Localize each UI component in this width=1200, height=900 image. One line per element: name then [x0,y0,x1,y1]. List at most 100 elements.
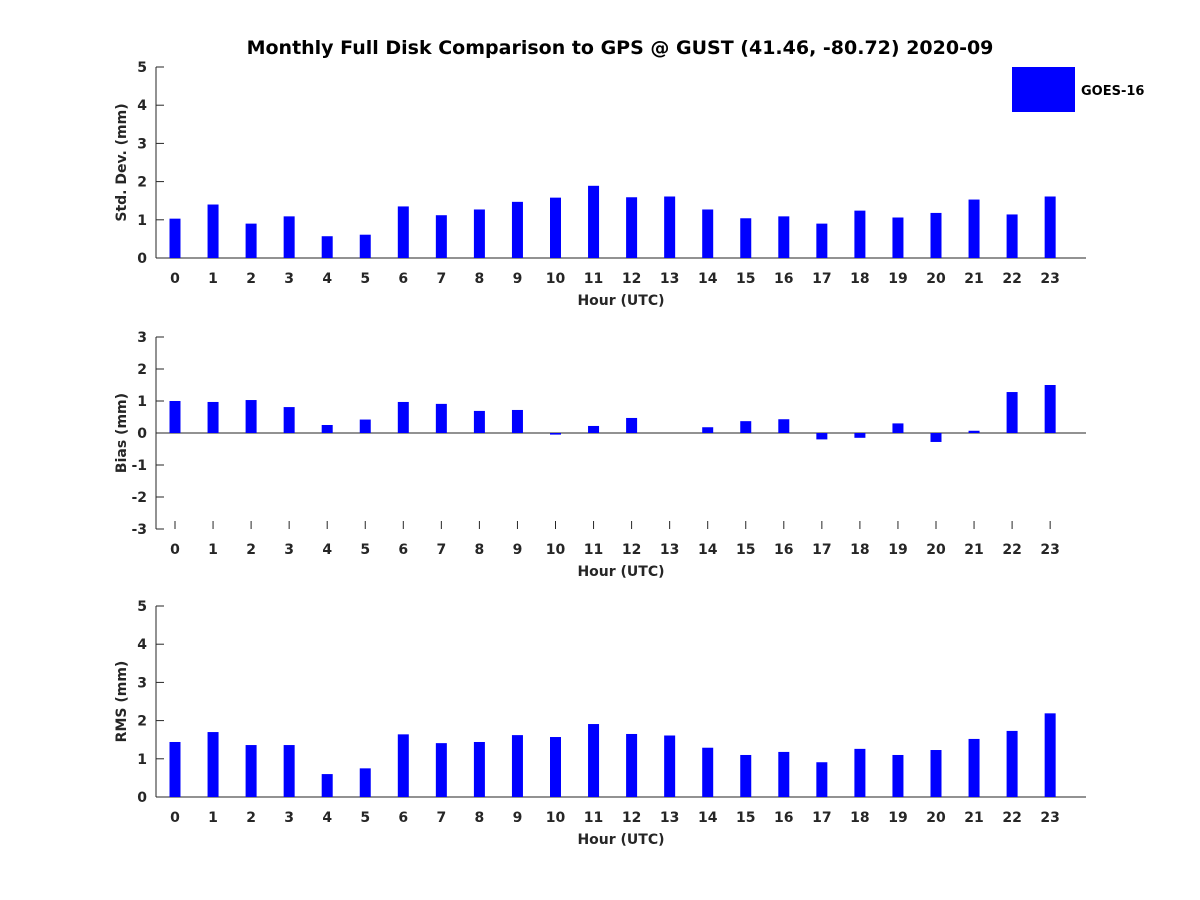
bar-hour-9 [511,735,523,797]
y-axis-label: RMS (mm) [114,661,130,743]
bar-hour-18 [854,433,866,438]
bar-hour-18 [854,210,866,258]
bar-hour-23 [1044,196,1056,258]
bar-hour-14 [702,747,714,797]
legend-label-goes-16: GOES-16 [1081,84,1144,99]
bar-hour-1 [207,204,219,258]
x-tick-label: 13 [660,810,679,826]
bar-hour-22 [1006,730,1018,797]
y-tick-label: 1 [137,752,147,768]
x-tick-label: 12 [622,810,641,826]
bar-hour-7 [435,403,447,433]
bar-hour-0 [169,741,181,797]
x-tick-label: 21 [964,542,983,558]
bar-hour-1 [207,401,219,433]
y-tick-label: 3 [137,675,147,691]
bar-hour-15 [740,218,752,258]
y-tick-label: 2 [137,175,147,191]
x-tick-label: 11 [584,810,603,826]
bar-hour-15 [740,421,752,433]
x-tick-label: 14 [698,810,718,826]
x-tick-label: 10 [546,810,566,826]
x-tick-label: 6 [398,542,408,558]
x-tick-label: 20 [926,810,946,826]
x-tick-label: 6 [398,271,408,287]
bar-hour-8 [473,410,485,433]
bar-hour-10 [550,197,561,258]
x-tick-label: 7 [436,271,446,287]
y-tick-label: 4 [137,637,147,653]
x-tick-label: 8 [475,542,485,558]
bar-hour-22 [1006,392,1018,433]
bar-hour-23 [1044,713,1056,797]
y-tick-label: 0 [137,426,147,442]
bar-hour-6 [397,734,409,797]
x-tick-label: 12 [622,542,641,558]
bar-hour-8 [473,741,485,797]
y-tick-label: 0 [137,251,147,267]
bar-hour-3 [283,407,295,433]
x-tick-label: 15 [736,271,755,287]
x-tick-label: 14 [698,271,718,287]
chart-title: Monthly Full Disk Comparison to GPS @ GU… [247,37,994,59]
x-axis-label: Hour (UTC) [577,832,664,848]
x-tick-label: 18 [850,542,869,558]
bar-hour-5 [359,768,371,797]
y-tick-label: 2 [137,362,147,378]
y-tick-label: -1 [131,458,147,474]
bar-hour-16 [778,751,790,797]
bar-hour-13 [664,196,676,258]
bar-hour-19 [892,423,904,433]
bar-hour-0 [169,218,181,258]
bar-hour-3 [283,216,295,258]
bar-hour-6 [397,401,409,433]
x-tick-label: 5 [360,542,370,558]
x-tick-label: 0 [170,271,180,287]
bar-hour-21 [968,738,980,797]
bar-hour-10 [550,737,561,797]
x-tick-label: 15 [736,542,755,558]
bar-hour-12 [626,417,638,433]
x-axis-label: Hour (UTC) [577,293,664,309]
x-tick-label: 7 [436,542,446,558]
x-tick-label: 9 [513,810,523,826]
bar-hour-11 [588,425,600,433]
x-tick-label: 12 [622,271,641,287]
bar-hour-9 [511,201,523,258]
x-tick-label: 9 [513,271,523,287]
bar-hour-20 [930,433,942,442]
bar-hour-7 [435,215,447,258]
x-tick-label: 4 [322,271,332,287]
bar-hour-13 [664,735,676,797]
x-tick-label: 23 [1040,810,1059,826]
x-tick-label: 0 [170,810,180,826]
legend-swatch-goes-16 [1012,67,1075,112]
y-tick-label: -3 [131,522,147,538]
bar-hour-15 [740,754,752,797]
x-tick-label: 22 [1002,810,1021,826]
x-tick-label: 22 [1002,271,1021,287]
y-tick-label: 1 [137,394,147,410]
bar-hour-4 [321,425,333,433]
bar-hour-12 [626,197,638,258]
x-tick-label: 17 [812,271,831,287]
x-tick-label: 23 [1040,271,1059,287]
x-tick-label: 5 [360,810,370,826]
x-tick-label: 2 [246,810,256,826]
bar-hour-20 [930,750,942,797]
bar-hour-2 [245,223,257,258]
x-tick-label: 16 [774,810,793,826]
x-tick-label: 16 [774,271,793,287]
x-tick-label: 21 [964,271,983,287]
bar-hour-21 [968,199,980,258]
x-tick-label: 10 [546,271,566,287]
y-tick-label: 0 [137,790,147,806]
x-tick-label: 19 [888,271,907,287]
x-axis-label: Hour (UTC) [577,564,664,580]
x-tick-label: 13 [660,271,679,287]
y-tick-label: -2 [131,490,147,506]
bar-hour-14 [702,427,714,433]
bar-hour-18 [854,748,866,797]
y-tick-label: 3 [137,330,147,346]
